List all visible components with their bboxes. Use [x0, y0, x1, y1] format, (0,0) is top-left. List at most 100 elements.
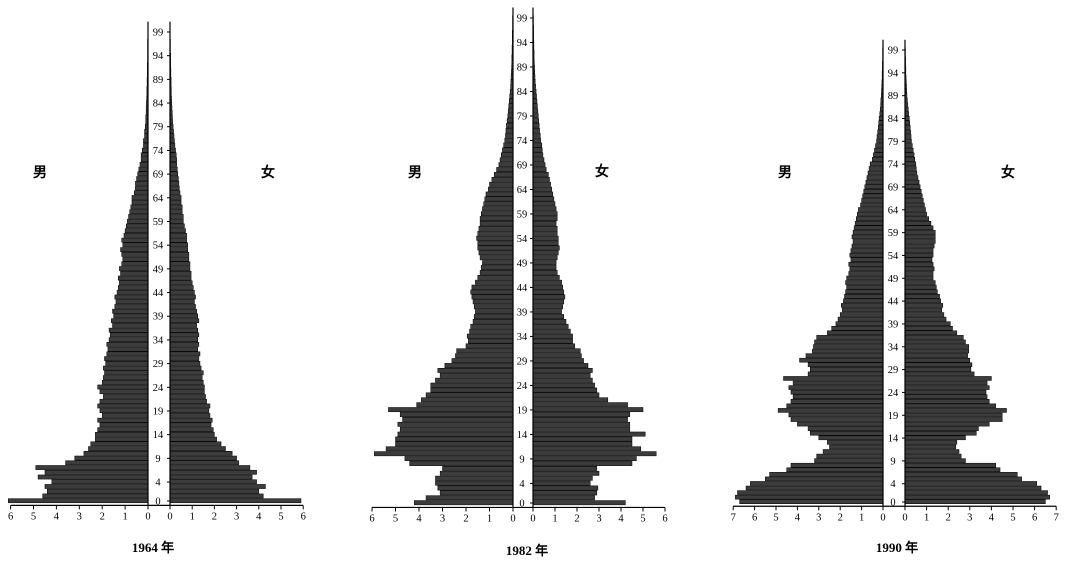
female-bar — [904, 284, 937, 290]
female-bar — [532, 216, 558, 221]
male-bar — [829, 444, 884, 450]
female-bar — [532, 299, 565, 305]
age-tick-label: 84 — [153, 99, 164, 110]
male-bar — [65, 460, 149, 466]
male-bar — [839, 312, 884, 317]
female-bar — [904, 376, 992, 381]
male-bar — [765, 476, 884, 482]
x-tick-label: 5 — [773, 512, 778, 523]
male-bar — [861, 198, 884, 203]
female-bar — [532, 328, 571, 334]
age-tick-label: 0 — [890, 498, 895, 509]
female-bar — [169, 384, 205, 390]
female-bar — [532, 490, 598, 496]
male-bar — [504, 137, 514, 143]
male-bar — [482, 206, 514, 212]
female-bar — [904, 353, 968, 358]
male-bar — [473, 304, 514, 310]
female-bar — [532, 368, 593, 373]
male-bar — [437, 368, 514, 373]
female-bar — [904, 179, 920, 185]
male-bar — [482, 260, 514, 266]
male-bar — [476, 235, 514, 241]
x-tick-label: 4 — [618, 513, 624, 524]
age-tick-label: 54 — [517, 234, 528, 245]
age-tick-label: 79 — [517, 112, 528, 123]
male-bar — [136, 176, 149, 181]
age-tick-label: 4 — [155, 478, 161, 489]
male-bar — [116, 289, 149, 295]
female-bar — [532, 333, 573, 339]
male-bar — [852, 239, 884, 244]
female-bar — [904, 211, 927, 217]
male-bar — [416, 402, 514, 408]
male-bar — [484, 196, 514, 202]
female-bar — [904, 371, 975, 377]
female-bar — [169, 233, 187, 238]
female-bar — [532, 392, 600, 398]
male-bar — [827, 440, 884, 445]
female-bar — [904, 134, 912, 139]
female-bar — [904, 499, 1046, 504]
male-bar — [816, 335, 884, 340]
female-bar — [904, 325, 953, 331]
male-bar — [130, 204, 149, 210]
female-bar — [532, 240, 559, 246]
female-bar — [904, 289, 938, 294]
age-tick-label: 24 — [153, 383, 164, 394]
male-bar — [106, 351, 149, 357]
female-bar — [532, 397, 609, 403]
female-bar — [904, 275, 934, 281]
female-bar — [532, 436, 633, 442]
female-bar — [904, 120, 910, 126]
male-bar — [792, 394, 884, 399]
age-tick-label: 29 — [888, 365, 899, 376]
female-bar — [532, 274, 560, 280]
male-bar — [439, 372, 514, 378]
female-bar — [532, 426, 631, 432]
age-tick-label: 59 — [517, 210, 528, 221]
female-bar — [904, 330, 958, 336]
female-bar — [904, 403, 996, 409]
female-bar — [532, 284, 563, 290]
male-bar — [498, 162, 514, 168]
male-bar — [769, 472, 884, 477]
male-bar — [479, 216, 514, 221]
x-tick-label: 2 — [100, 511, 105, 522]
male-bar — [812, 348, 884, 354]
male-bar — [869, 161, 884, 167]
age-tick-label: 94 — [153, 51, 164, 62]
age-tick-label: 39 — [888, 319, 899, 330]
female-bar — [169, 451, 233, 456]
female-bar — [532, 167, 547, 172]
female-bar — [532, 230, 558, 236]
age-tick-label: 84 — [517, 87, 528, 98]
age-tick-label: 94 — [517, 38, 528, 49]
female-bar — [532, 176, 550, 182]
population-pyramid-1990: 男 女 1990 年 99948984797469645954494439342… — [731, 39, 1059, 555]
x-tick-label: 1 — [859, 512, 864, 523]
female-bar — [169, 162, 177, 167]
male-bar — [816, 453, 884, 459]
age-tick-label: 94 — [888, 68, 899, 79]
female-bar — [169, 190, 181, 196]
age-tick-label: 24 — [517, 381, 528, 392]
male-bar — [807, 426, 884, 431]
female-bar — [169, 166, 178, 172]
male-bar — [35, 465, 149, 470]
age-tick-label: 24 — [888, 388, 899, 399]
male-bar — [809, 430, 884, 436]
male-bar — [792, 380, 884, 386]
male-bar — [878, 120, 884, 126]
male-bar — [481, 265, 514, 270]
female-bar — [904, 339, 966, 345]
male-bar — [875, 143, 884, 148]
male-bar — [44, 484, 149, 489]
female-bar — [904, 216, 930, 221]
female-bar — [532, 279, 562, 285]
male-bar — [850, 248, 884, 253]
x-tick-label: 6 — [8, 511, 13, 522]
male-bar — [437, 485, 514, 491]
female-bar — [532, 157, 545, 163]
female-bar — [532, 289, 565, 295]
